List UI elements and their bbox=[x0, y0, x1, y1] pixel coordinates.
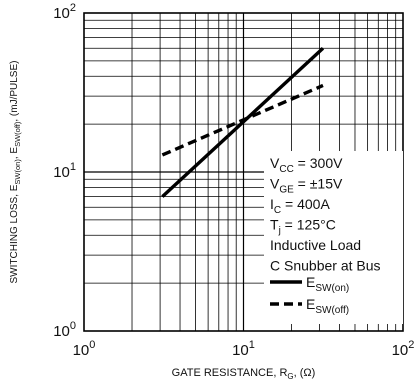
condition-line: IC = 400A bbox=[270, 196, 330, 216]
legend-label-sub: SW(off) bbox=[315, 305, 349, 316]
x-tick-label: 101 bbox=[232, 339, 255, 359]
y-tick-label: 100 bbox=[53, 320, 76, 340]
y-tick-base: 10 bbox=[53, 164, 70, 181]
y-tick-exponent: 0 bbox=[70, 320, 76, 332]
x-axis-label: GATE RESISTANCE, RG, (Ω) bbox=[172, 367, 316, 381]
condition-main: V bbox=[270, 176, 280, 192]
series-line-e-sw-off- bbox=[161, 83, 324, 157]
legend-label-sub: SW(on) bbox=[315, 283, 349, 294]
y-tick-base: 10 bbox=[53, 5, 70, 22]
condition-line: C Snubber at Bus bbox=[270, 258, 381, 274]
condition-tail: = 400A bbox=[281, 196, 330, 212]
y-tick-base: 10 bbox=[53, 323, 70, 340]
series-line-e-sw-on- bbox=[161, 47, 325, 198]
y-label-sub: SW(off) bbox=[13, 121, 22, 147]
x-tick-base: 10 bbox=[232, 342, 249, 359]
x-label-main: GATE RESISTANCE, R bbox=[172, 367, 288, 379]
y-label-part: , E bbox=[9, 147, 20, 160]
condition-main: Inductive Load bbox=[270, 237, 361, 253]
legend-label-main: E bbox=[306, 274, 315, 290]
condition-line: VCC = 300V bbox=[270, 155, 343, 175]
condition-sub: CC bbox=[279, 164, 293, 175]
condition-sub: GE bbox=[279, 185, 294, 196]
condition-line: VGE = ±15V bbox=[270, 176, 343, 196]
series-lines bbox=[161, 47, 325, 198]
y-tick-label: 101 bbox=[53, 161, 76, 181]
x-tick-exponent: 1 bbox=[249, 339, 255, 351]
x-tick-exponent: 2 bbox=[408, 339, 414, 351]
x-label-sub: G bbox=[287, 372, 293, 381]
x-tick-base: 10 bbox=[392, 342, 409, 359]
x-tick-label: 102 bbox=[392, 339, 415, 359]
y-label-sub: SW(on) bbox=[13, 159, 22, 185]
legend-label-main: E bbox=[306, 296, 315, 312]
condition-tail: = 125°C bbox=[281, 217, 336, 233]
condition-sub: C bbox=[274, 205, 281, 216]
condition-main: T bbox=[270, 217, 279, 233]
legend-box bbox=[264, 151, 403, 324]
condition-main: C Snubber at Bus bbox=[270, 258, 381, 274]
condition-main: V bbox=[270, 155, 280, 171]
condition-tail: = 300V bbox=[294, 155, 343, 171]
y-label-part: SWITCHING LOSS, E bbox=[9, 184, 20, 283]
x-tick-labels: 100 101 102 bbox=[73, 339, 415, 359]
x-tick-base: 10 bbox=[73, 342, 90, 359]
y-tick-exponent: 1 bbox=[70, 161, 76, 173]
legend-label: ESW(on) bbox=[306, 274, 349, 294]
y-label-part: , (mJ/PULSE) bbox=[9, 61, 20, 122]
condition-line: Tj = 125°C bbox=[270, 217, 336, 237]
condition-tail: = ±15V bbox=[294, 176, 343, 192]
y-axis-label: SWITCHING LOSS, ESW(on), ESW(off), (mJ/P… bbox=[9, 61, 22, 284]
x-tick-exponent: 0 bbox=[89, 339, 95, 351]
x-tick-label: 100 bbox=[73, 339, 96, 359]
x-label-tail: , (Ω) bbox=[294, 367, 316, 379]
legend-label: ESW(off) bbox=[306, 296, 349, 316]
condition-line: Inductive Load bbox=[270, 237, 361, 253]
condition-sub: j bbox=[278, 226, 281, 237]
condition-main: I bbox=[270, 196, 274, 212]
y-tick-label: 102 bbox=[53, 2, 76, 22]
y-tick-exponent: 2 bbox=[70, 2, 76, 14]
